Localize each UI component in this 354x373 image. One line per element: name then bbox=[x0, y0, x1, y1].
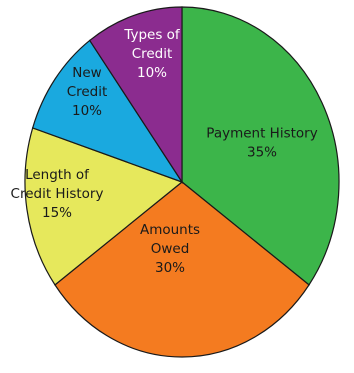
slice-name-label: Credit bbox=[132, 46, 173, 62]
slice-name-label: Types of bbox=[123, 27, 181, 43]
pie-label-types-of-credit: Types of Credit 10% bbox=[123, 27, 181, 81]
pie-label-amounts-owed: Amounts Owed 30% bbox=[140, 222, 200, 276]
pie-slice-payment-history bbox=[181, 6, 340, 286]
slice-value-label: 10% bbox=[72, 103, 102, 119]
pie-label-payment-history: Payment History 35% bbox=[206, 126, 317, 161]
slice-value-label: 10% bbox=[137, 65, 167, 81]
pie-slice-new-credit bbox=[31, 39, 184, 184]
slice-name-label: New bbox=[72, 65, 101, 81]
pie-label-new-credit: New Credit 10% bbox=[67, 65, 108, 119]
slice-name-label: Credit History bbox=[11, 186, 104, 202]
pie-slice-length-of-credit-history bbox=[24, 127, 184, 286]
pie-slice-amounts-owed bbox=[54, 181, 310, 358]
slice-name-label: Credit bbox=[67, 84, 108, 100]
slice-value-label: 35% bbox=[247, 145, 277, 161]
slice-name-label: Owed bbox=[151, 241, 190, 257]
pie-label-length-of-credit-history: Length of Credit History 15% bbox=[11, 167, 104, 221]
slice-name-label: Payment History bbox=[206, 126, 317, 142]
slice-value-label: 15% bbox=[42, 205, 72, 221]
slice-value-label: 30% bbox=[155, 260, 185, 276]
pie-slice-types-of-credit bbox=[88, 6, 183, 185]
slice-name-label: Length of bbox=[25, 167, 90, 183]
slice-name-label: Amounts bbox=[140, 222, 200, 238]
